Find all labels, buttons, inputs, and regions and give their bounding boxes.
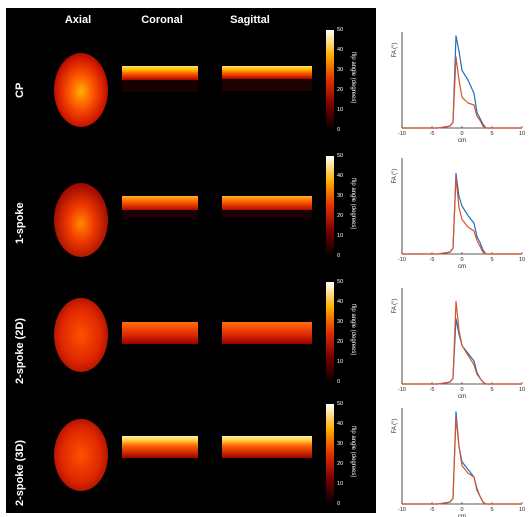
axial-map-2-spoke-2d xyxy=(54,298,108,372)
colorbar-tick-label: 0 xyxy=(337,379,341,385)
colorbar-2-spoke-2d xyxy=(326,282,334,382)
x-tick-label: 5 xyxy=(490,507,493,513)
coronal-map-cp xyxy=(122,66,198,80)
maps-row-2-spoke-3d xyxy=(54,419,312,491)
profile-plot: -10 -5 0 5 10 cm FA (°) xyxy=(392,288,525,400)
maps-row-1-spoke xyxy=(54,183,312,257)
series-line xyxy=(402,411,522,505)
x-tick-label: -5 xyxy=(430,131,435,137)
colorbar-tick-label: 0 xyxy=(337,127,341,133)
coronal-map-2-spoke-2d xyxy=(122,322,198,344)
sagittal-map-1-spoke xyxy=(222,196,312,210)
colorbar-tick-label: 50 xyxy=(337,153,344,159)
x-tick-label: 10 xyxy=(519,507,525,513)
colorbar-tick-label: 20 xyxy=(337,213,344,219)
colorbar-tick-label: 50 xyxy=(337,27,344,33)
x-tick-label: -5 xyxy=(430,507,435,513)
series-line xyxy=(402,35,522,129)
x-tick-label: 5 xyxy=(490,387,493,393)
colorbar-tick-label: 20 xyxy=(337,461,344,467)
colorbar-tick-label: 10 xyxy=(337,233,344,239)
x-tick-label: 0 xyxy=(460,257,463,263)
y-axis-label: FA (°) xyxy=(392,418,398,433)
colorbar-tick-label: 30 xyxy=(337,67,344,73)
x-tick-label: -5 xyxy=(430,387,435,393)
maps-row-2-spoke-2d xyxy=(54,298,312,372)
colorbar-tick-label: 30 xyxy=(337,193,344,199)
series-line xyxy=(402,300,522,385)
colorbar-cp xyxy=(326,30,334,130)
colorbar-tick-label: 30 xyxy=(337,441,344,447)
x-tick-label: -10 xyxy=(398,131,406,137)
colorbar-tick-label: 40 xyxy=(337,47,344,53)
axial-map-2-spoke-3d xyxy=(54,419,108,491)
maps-row-cp xyxy=(54,53,312,127)
colorbar-tick-label: 0 xyxy=(337,501,341,507)
profile-plot: -10 -5 0 5 10 cm FA (°) xyxy=(392,408,525,517)
column-header-sagittal: Sagittal xyxy=(230,14,270,26)
x-tick-label: 10 xyxy=(519,257,525,263)
colorbar-tick-label: 10 xyxy=(337,359,344,365)
profile-plot: -10 -5 0 5 10 cm FA (°) xyxy=(392,32,525,144)
axial-map-cp xyxy=(54,53,108,127)
x-tick-label: -5 xyxy=(430,257,435,263)
colorbar-tick-label: 30 xyxy=(337,319,344,325)
x-axis-label: cm xyxy=(458,514,466,517)
y-axis-label: FA (°) xyxy=(392,42,398,57)
colorbar-tick-label: 40 xyxy=(337,299,344,305)
y-axis-label: FA (°) xyxy=(392,298,398,313)
series-line xyxy=(402,172,522,255)
axial-map-1-spoke xyxy=(54,183,108,257)
series-line xyxy=(402,56,522,129)
sagittal-map-cp xyxy=(222,66,312,79)
x-tick-label: 0 xyxy=(460,507,463,513)
x-tick-label: -10 xyxy=(398,507,406,513)
column-header-coronal: Coronal xyxy=(141,14,183,26)
x-tick-label: 10 xyxy=(519,387,525,393)
y-axis-label: FA (°) xyxy=(392,168,398,183)
x-tick-label: 5 xyxy=(490,257,493,263)
x-tick-label: 0 xyxy=(460,131,463,137)
series-line xyxy=(402,318,522,385)
sagittal-map-2-spoke-3d xyxy=(222,436,312,458)
coronal-map-2-spoke-3d xyxy=(122,436,198,458)
x-tick-label: 5 xyxy=(490,131,493,137)
colorbar-tick-label: 10 xyxy=(337,481,344,487)
colorbar-tick-label: 50 xyxy=(337,279,344,285)
colorbar-tick-label: 40 xyxy=(337,173,344,179)
x-axis-label: cm xyxy=(458,264,466,270)
colorbar-tick-label: 40 xyxy=(337,421,344,427)
sagittal-map-2-spoke-2d xyxy=(222,322,312,344)
series-line xyxy=(402,176,522,255)
x-tick-label: 0 xyxy=(460,387,463,393)
colorbar-2-spoke-3d xyxy=(326,404,334,504)
colorbar-1-spoke xyxy=(326,156,334,256)
colorbar-tick-label: 10 xyxy=(337,107,344,113)
coronal-map-1-spoke xyxy=(122,196,198,210)
profile-plot: -10 -5 0 5 10 cm FA (°) xyxy=(392,158,525,270)
colorbar-tick-label: 50 xyxy=(337,401,344,407)
x-tick-label: -10 xyxy=(398,387,406,393)
colorbar-tick-label: 20 xyxy=(337,339,344,345)
series-line xyxy=(402,417,522,505)
x-tick-label: -10 xyxy=(398,257,406,263)
column-header-axial: Axial xyxy=(64,14,92,26)
x-axis-label: cm xyxy=(458,394,466,400)
colorbar-tick-label: 20 xyxy=(337,87,344,93)
x-tick-label: 10 xyxy=(519,131,525,137)
colorbar-tick-label: 0 xyxy=(337,253,341,259)
x-axis-label: cm xyxy=(458,138,466,144)
